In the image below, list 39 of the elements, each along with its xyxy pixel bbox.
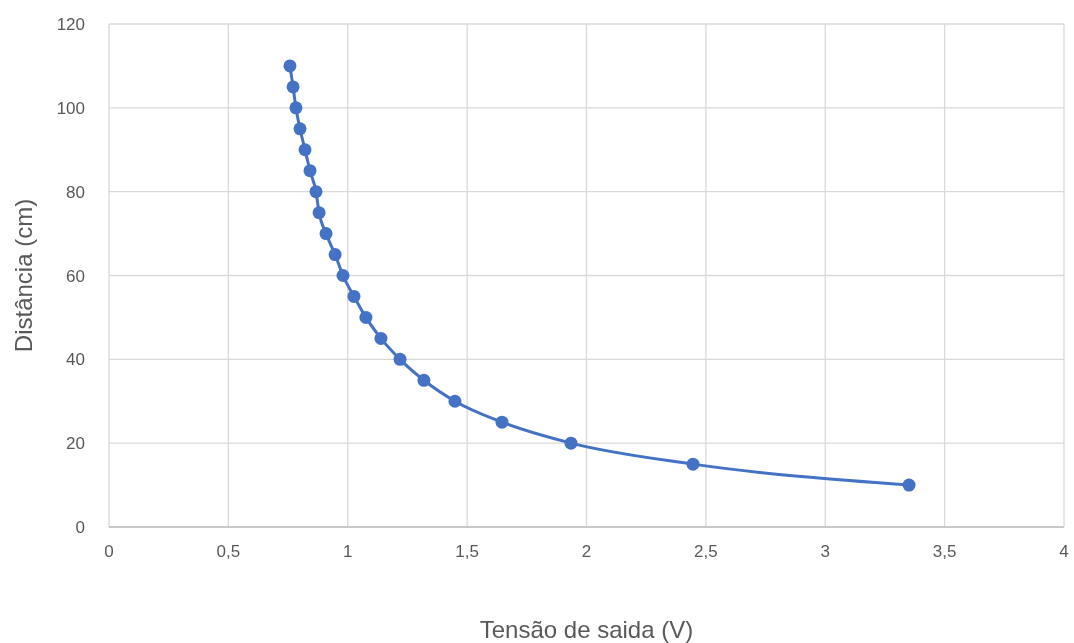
y-tick-label: 40 [66, 350, 85, 370]
x-tick-label: 2,5 [694, 542, 718, 561]
point [303, 164, 317, 178]
point [286, 80, 300, 94]
y-tick-label: 80 [66, 182, 85, 202]
y-tick-label: 100 [56, 98, 85, 118]
x-tick-label: 0 [104, 542, 114, 561]
y-tick-label: 60 [66, 266, 85, 286]
point [902, 478, 916, 492]
point [564, 436, 578, 450]
x-axis-title: Tensão de saida (V) [479, 616, 694, 643]
y-tick-label: 120 [56, 15, 85, 34]
y-tick-label: 0 [75, 518, 85, 537]
x-tick-label: 3,5 [932, 542, 957, 561]
point [374, 331, 388, 345]
point [289, 101, 303, 115]
x-tick-label: 2 [581, 542, 592, 561]
y-tick-label: 20 [66, 434, 85, 454]
x-tick-label: 1,5 [455, 542, 479, 561]
y-axis-title: Distância (cm) [10, 198, 37, 353]
point [393, 352, 407, 366]
point [328, 248, 342, 262]
point [312, 206, 326, 220]
point [448, 394, 462, 408]
x-tick-label: 1 [343, 542, 353, 561]
point [359, 310, 373, 324]
point [686, 457, 700, 471]
point [283, 59, 297, 73]
point [319, 227, 333, 241]
x-tick-label: 4 [1059, 542, 1069, 561]
point [417, 373, 431, 387]
x-tick-label: 3 [820, 542, 830, 561]
point [309, 185, 323, 199]
point [347, 289, 361, 303]
point [293, 122, 307, 136]
point [495, 415, 509, 429]
point [298, 143, 312, 157]
point [336, 269, 350, 282]
x-tick-label: 0,5 [216, 542, 241, 561]
